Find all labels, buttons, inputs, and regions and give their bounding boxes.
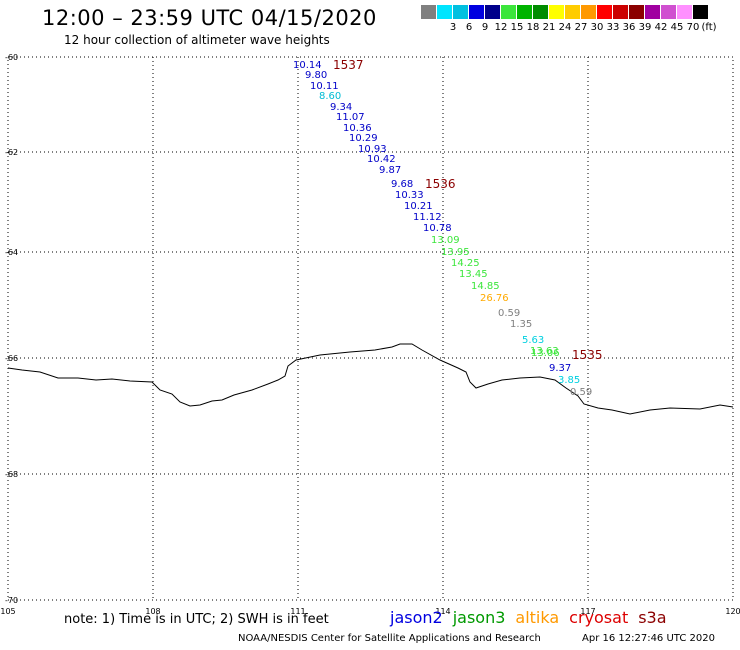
wave-height-value: 10.93	[358, 144, 387, 155]
legend-item-cryosat: cryosat	[569, 608, 629, 627]
latitude-tick-label: -64	[5, 248, 18, 257]
color-swatch	[549, 5, 565, 19]
color-swatch	[693, 5, 709, 19]
wave-height-value: 9.37	[549, 363, 571, 374]
track-time-labels: 1537 1536 1535	[333, 58, 603, 362]
latitude-tick-label: -60	[5, 53, 18, 62]
color-scale-bar	[421, 5, 709, 19]
color-swatch	[661, 5, 677, 19]
wave-height-value: 9.68	[391, 179, 413, 190]
generation-timestamp: Apr 16 12:27:46 UTC 2020	[582, 633, 715, 644]
pass-time-label: 1535	[572, 348, 603, 362]
wave-height-value: 0.59	[498, 308, 520, 319]
wave-height-value: 10.36	[343, 123, 372, 134]
wave-height-value: 10.14	[293, 60, 322, 71]
legend-item-s3a: s3a	[638, 608, 667, 627]
color-swatch	[645, 5, 661, 19]
wave-height-value: 13.95	[441, 247, 470, 258]
latitude-tick-label: -62	[5, 148, 18, 157]
wave-height-value: 5.63	[522, 335, 544, 346]
color-swatch	[629, 5, 645, 19]
legend-item-jason3: jason3	[452, 608, 506, 627]
pass-time-label: 1536	[425, 177, 456, 191]
latitude-tick-label: -68	[5, 470, 18, 479]
wave-height-value: 10.11	[310, 81, 339, 92]
color-scale-label: 36	[622, 22, 636, 33]
color-swatch	[613, 5, 629, 19]
color-scale-label: 42	[654, 22, 668, 33]
longitude-tick-label: 105	[0, 607, 15, 616]
wave-height-value: 1.35	[510, 319, 532, 330]
wave-height-value: 10.21	[404, 201, 433, 212]
color-scale-label: 6	[465, 22, 473, 33]
wave-height-value: 10.29	[349, 133, 378, 144]
satellite-legend: jason2 jason3 altika cryosat s3a	[390, 608, 677, 627]
color-scale-label: 33	[606, 22, 620, 33]
color-swatch	[437, 5, 453, 19]
wave-height-value: 11.12	[413, 212, 442, 223]
wave-height-value: 13.63	[530, 346, 559, 357]
wave-height-value: 13.06	[531, 348, 560, 359]
wave-height-value: 10.33	[395, 190, 424, 201]
color-swatch	[677, 5, 693, 19]
longitude-tick-label: 117	[580, 607, 595, 616]
color-swatch	[469, 5, 485, 19]
color-swatch	[421, 5, 437, 19]
color-swatch	[565, 5, 581, 19]
wave-height-value: 10.42	[367, 154, 396, 165]
color-swatch	[485, 5, 501, 19]
color-scale-label: 9	[481, 22, 489, 33]
color-scale-label: 24	[558, 22, 572, 33]
wave-height-value: 14.25	[451, 258, 480, 269]
color-scale-label: 70	[686, 22, 700, 33]
wave-height-value: 3.85	[558, 375, 580, 386]
legend-item-jason2: jason2	[390, 608, 443, 627]
longitude-tick-label: 120	[725, 607, 740, 616]
wave-height-value: 9.87	[379, 165, 401, 176]
color-scale-label: 21	[542, 22, 556, 33]
wave-height-value: 10.78	[423, 223, 452, 234]
wave-height-value: 13.09	[431, 235, 460, 246]
color-swatch	[517, 5, 533, 19]
lat-lon-grid	[7, 56, 734, 601]
wave-height-value: 13.45	[459, 269, 488, 280]
longitude-tick-label: 114	[435, 607, 450, 616]
wave-height-value: 8.60	[319, 91, 341, 102]
color-scale-label: 18	[526, 22, 540, 33]
color-scale-label: 12	[494, 22, 508, 33]
color-scale-label: 39	[638, 22, 652, 33]
color-scale-label: 45	[670, 22, 684, 33]
color-scale-label: 3	[449, 22, 457, 33]
wave-height-value: 26.76	[480, 293, 509, 304]
longitude-tick-label: 111	[290, 607, 305, 616]
wave-height-value: 9.34	[330, 102, 352, 113]
wave-height-value: 0.59	[570, 387, 592, 398]
wave-height-value: 11.07	[336, 112, 365, 123]
latitude-tick-label: -70	[5, 596, 18, 605]
map-frame	[7, 56, 734, 601]
color-swatch	[533, 5, 549, 19]
wave-height-track: 10.149.8010.118.609.3411.0710.3610.2910.…	[293, 60, 592, 398]
longitude-tick-label: 108	[145, 607, 160, 616]
map-title: 12:00 – 23:59 UTC 04/15/2020	[42, 6, 377, 30]
antarctic-coastline	[7, 343, 734, 415]
color-swatch	[501, 5, 517, 19]
legend-item-altika: altika	[515, 608, 560, 627]
map-subtitle: 12 hour collection of altimeter wave hei…	[64, 33, 330, 47]
color-scale-unit: (ft)	[701, 22, 717, 33]
color-swatch	[581, 5, 597, 19]
color-scale-label: 27	[574, 22, 588, 33]
color-scale-label: 30	[590, 22, 604, 33]
color-scale-label: 15	[510, 22, 524, 33]
axis-tick-labels: 105 108 111 114 117 120 -60 -62 -64 -66 -68 -70	[0, 53, 740, 616]
pass-time-label: 1537	[333, 58, 364, 72]
wave-height-value: 14.85	[471, 281, 500, 292]
color-swatch	[453, 5, 469, 19]
color-swatch	[597, 5, 613, 19]
wave-height-value: 9.80	[305, 70, 327, 81]
footer-note: note: 1) Time is in UTC; 2) SWH is in fe…	[64, 612, 329, 627]
credit-line: NOAA/NESDIS Center for Satellite Applica…	[238, 633, 541, 644]
latitude-tick-label: -66	[5, 354, 18, 363]
